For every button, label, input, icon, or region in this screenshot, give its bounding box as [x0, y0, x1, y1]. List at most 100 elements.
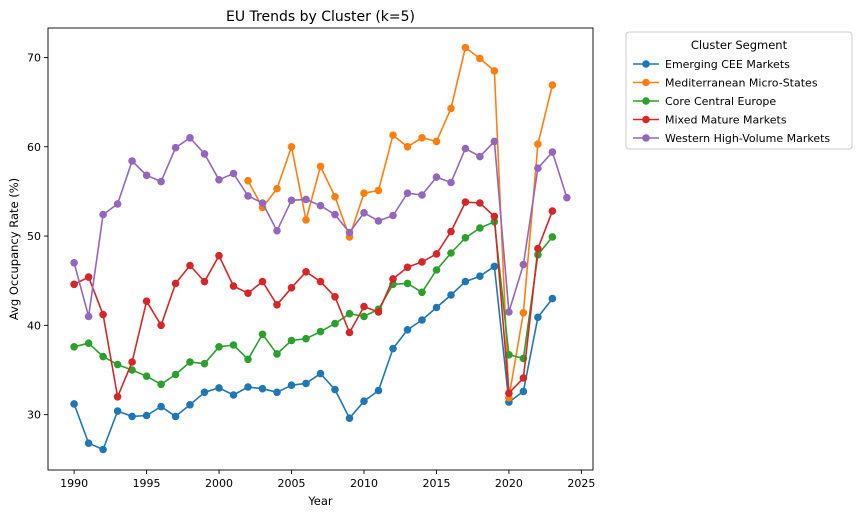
data-point [432, 303, 441, 312]
data-point [345, 414, 354, 423]
data-point [316, 327, 325, 336]
y-tick-label: 70 [27, 51, 41, 64]
data-point [461, 234, 470, 242]
x-axis-label: Year [307, 494, 333, 508]
data-point [70, 400, 78, 408]
legend-label: Mediterranean Micro-States [665, 77, 818, 90]
legend-item: Mediterranean Micro-States [633, 77, 818, 90]
data-point [287, 336, 296, 345]
data-point [418, 316, 426, 324]
data-point [447, 291, 455, 299]
data-point [186, 358, 194, 366]
data-point [403, 279, 412, 288]
data-point [534, 244, 542, 253]
data-point [200, 277, 209, 286]
data-point [548, 81, 557, 89]
data-point [302, 216, 310, 224]
data-point [389, 131, 397, 139]
data-point [389, 275, 397, 283]
data-point [432, 137, 441, 146]
data-point [244, 355, 252, 364]
data-point [128, 358, 136, 366]
data-point [534, 313, 542, 322]
data-point [519, 260, 528, 269]
data-point [142, 297, 151, 306]
data-point [171, 143, 180, 152]
legend-label: Mixed Mature Markets [665, 114, 787, 127]
data-point [258, 384, 267, 393]
data-point [273, 301, 281, 309]
data-point [316, 277, 325, 286]
data-point [432, 250, 441, 258]
data-point [287, 143, 296, 151]
data-point [548, 233, 557, 241]
x-tick-label: 2015 [422, 477, 450, 490]
data-point [287, 381, 296, 390]
data-point [360, 397, 368, 406]
data-point [273, 226, 281, 235]
data-point [505, 389, 513, 398]
legend-label: Core Central Europe [665, 95, 776, 108]
legend-box [625, 31, 853, 150]
data-point [70, 259, 78, 267]
data-point [186, 261, 194, 270]
data-point [200, 359, 209, 368]
data-point [244, 176, 252, 185]
data-point [418, 288, 426, 297]
data-point [476, 224, 484, 232]
data-point [215, 176, 223, 184]
data-point [418, 258, 426, 266]
legend-title: Cluster Segment [691, 38, 788, 52]
data-point [142, 171, 151, 180]
data-point [548, 207, 557, 215]
data-point [157, 177, 165, 186]
data-point [461, 144, 470, 153]
data-point [99, 310, 107, 319]
data-point [316, 369, 325, 378]
data-point [316, 162, 325, 171]
data-point [171, 279, 180, 288]
data-point [476, 199, 484, 207]
data-point [389, 211, 397, 220]
data-point [331, 385, 339, 394]
data-point [490, 262, 499, 271]
data-point [273, 184, 281, 193]
plot-area [70, 43, 571, 454]
data-point [490, 212, 499, 221]
data-point [84, 312, 93, 321]
data-point [519, 374, 528, 382]
data-point [142, 372, 151, 381]
data-point [447, 178, 455, 187]
data-point [331, 293, 339, 301]
data-point [374, 186, 383, 195]
series-line [247, 46, 554, 399]
series-line [73, 265, 554, 451]
data-point [229, 169, 238, 178]
series-1 [70, 262, 557, 454]
legend-item: Mixed Mature Markets [633, 114, 787, 127]
data-point [113, 393, 122, 401]
x-tick-label: 2025 [567, 477, 595, 490]
data-point [447, 249, 455, 257]
series-4 [70, 198, 557, 401]
data-point [287, 196, 296, 205]
data-point [461, 198, 470, 206]
data-point [374, 217, 383, 225]
y-axis: 30 40 50 60 70 [27, 51, 48, 422]
data-point [244, 383, 252, 391]
data-point [128, 157, 136, 165]
data-point [432, 173, 441, 181]
data-point [229, 341, 238, 349]
data-point [389, 344, 397, 353]
chart-title: EU Trends by Cluster (k=5) [226, 9, 415, 25]
data-point [360, 312, 368, 321]
data-point [302, 334, 310, 343]
legend-item: Western High-Volume Markets [633, 132, 830, 145]
data-point [476, 152, 484, 161]
data-point [534, 140, 542, 148]
data-point [215, 251, 223, 260]
data-point [331, 319, 339, 328]
data-point [476, 272, 484, 281]
x-tick-label: 2010 [350, 477, 378, 490]
data-point [345, 228, 354, 237]
